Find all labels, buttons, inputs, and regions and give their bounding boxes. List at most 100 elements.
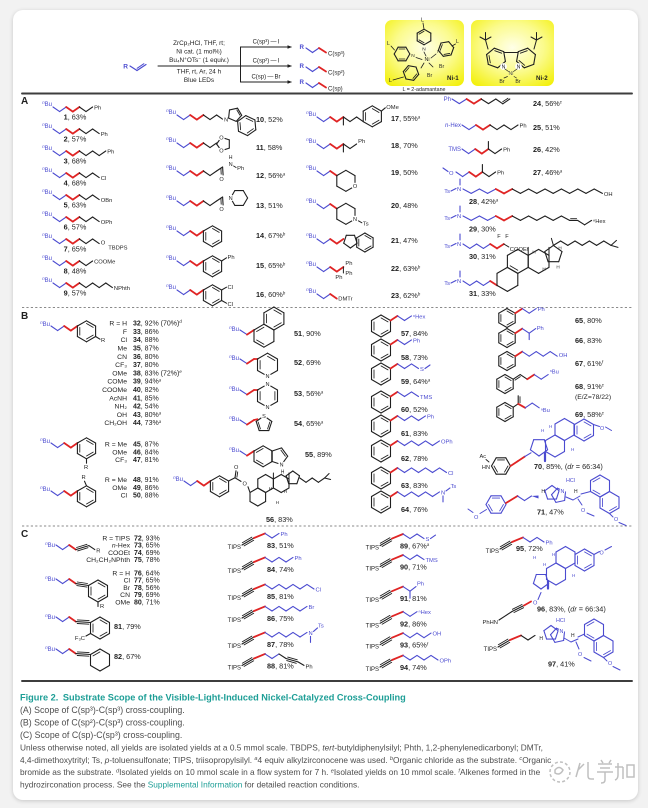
svg-text:O: O	[614, 517, 618, 523]
svg-text:6, 57%: 6, 57%	[64, 223, 87, 232]
svg-text:S: S	[420, 367, 424, 373]
svg-text:H: H	[269, 486, 272, 491]
svg-text:HN: HN	[482, 465, 490, 471]
svg-text:CN: CN	[117, 354, 127, 361]
svg-text:4, 68%: 4, 68%	[64, 179, 87, 188]
svg-text:nBu: nBu	[40, 485, 50, 493]
svg-text:C(sp³): C(sp³)	[328, 52, 345, 58]
svg-text:S: S	[426, 537, 430, 543]
svg-text:OH: OH	[117, 412, 127, 419]
svg-text:C(sp²): C(sp²)	[328, 71, 345, 77]
svg-text:78, 56%: 78, 56%	[134, 585, 160, 592]
svg-text:7, 65%: 7, 65%	[64, 245, 87, 254]
svg-text:C(sp) — Br: C(sp) — Br	[251, 75, 280, 81]
svg-text:N: N	[560, 629, 564, 635]
svg-text:nBu: nBu	[306, 287, 316, 295]
svg-text:TMS: TMS	[420, 395, 432, 401]
svg-text:H: H	[571, 447, 574, 452]
svg-text:nBu: nBu	[306, 164, 316, 172]
svg-text:CH₂CH₂NPhth: CH₂CH₂NPhth	[86, 557, 130, 564]
svg-text:H: H	[532, 249, 535, 254]
svg-text:O: O	[219, 135, 224, 141]
svg-text:N: N	[422, 47, 426, 53]
svg-text:43, 80%a​: 43, 80%a​	[133, 411, 162, 419]
svg-text:64, 76%: 64, 76%	[401, 505, 428, 514]
svg-text:N: N	[561, 489, 565, 495]
svg-text:N: N	[224, 118, 228, 124]
svg-text:nBu: nBu	[173, 475, 183, 483]
svg-text:OPh: OPh	[440, 659, 452, 665]
svg-text:54, 65%a​: 54, 65%a​	[294, 419, 324, 428]
svg-text:Ts: Ts	[444, 216, 450, 222]
svg-text:OMe: OMe	[112, 370, 127, 377]
svg-text:CH₂OH: CH₂OH	[104, 420, 127, 427]
svg-text:nBu: nBu	[42, 122, 52, 130]
svg-text:O: O	[600, 551, 604, 557]
svg-text:15, 65%b​: 15, 65%b​	[256, 261, 286, 270]
svg-text:24, 56%c​: 24, 56%c​	[533, 99, 563, 108]
svg-text:Ph: Ph	[444, 97, 451, 103]
svg-text:nBu: nBu	[42, 254, 52, 262]
svg-text:nBu: nBu	[306, 197, 316, 205]
svg-text:Br: Br	[439, 64, 444, 70]
svg-text:Ph: Ph	[281, 532, 288, 538]
svg-text:73, 65%: 73, 65%	[134, 543, 160, 550]
svg-text:31, 33%: 31, 33%	[469, 289, 496, 298]
svg-text:nBu: nBu	[229, 446, 239, 454]
svg-text:Cl: Cl	[101, 176, 106, 182]
svg-text:TIPS: TIPS	[228, 666, 241, 672]
svg-text:nBu: nBu	[306, 232, 316, 240]
svg-text:DMTr: DMTr	[338, 297, 352, 303]
svg-text:CF₃: CF₃	[115, 457, 127, 464]
svg-text:nBu: nBu	[42, 232, 52, 240]
svg-text:C(sp³) — I: C(sp³) — I	[253, 40, 280, 46]
svg-text:R: R	[300, 63, 305, 70]
svg-text:96, 83%, (dr = 66:34): 96, 83%, (dr = 66:34)	[537, 605, 606, 614]
svg-text:nBu: nBu	[42, 166, 52, 174]
svg-text:TIPS: TIPS	[228, 618, 241, 624]
svg-text:N: N	[229, 196, 233, 202]
svg-text:79, 69%: 79, 69%	[134, 592, 160, 599]
svg-text:Ph: Ph	[358, 139, 365, 145]
svg-text:48, 91%: 48, 91%	[133, 477, 159, 484]
svg-text:Ni: Ni	[424, 57, 429, 63]
svg-text:nBu: nBu	[45, 541, 55, 549]
svg-text:nBu: nBu	[229, 354, 239, 362]
svg-text:1, 63%: 1, 63%	[64, 113, 87, 122]
svg-text:nBu: nBu	[42, 188, 52, 196]
svg-text:R = H: R = H	[109, 321, 127, 328]
svg-text:Ph: Ph	[427, 414, 434, 420]
svg-text:80, 71%: 80, 71%	[134, 599, 160, 606]
svg-text:R: R	[100, 604, 104, 610]
svg-text:TIPS: TIPS	[366, 645, 379, 651]
svg-text:H: H	[229, 155, 233, 161]
svg-text:Ph: Ph	[503, 148, 510, 154]
svg-text:H: H	[543, 562, 546, 567]
svg-text:H: H	[558, 245, 561, 250]
svg-text:hydrozirconation process. See: hydrozirconation process. See the Supple…	[20, 779, 359, 789]
svg-text:63, 83%: 63, 83%	[401, 481, 428, 490]
svg-text:R: R	[123, 64, 128, 71]
svg-text:TMS: TMS	[426, 558, 438, 564]
svg-text:nBu: nBu	[42, 100, 52, 108]
svg-text:49, 86%: 49, 86%	[133, 485, 159, 492]
svg-text:30, 31%: 30, 31%	[469, 252, 496, 261]
svg-text:n-Hex: n-Hex	[445, 123, 461, 129]
svg-text:R: R	[300, 44, 305, 51]
svg-text:TIPS: TIPS	[366, 598, 379, 604]
svg-text:Br: Br	[309, 605, 315, 611]
svg-text:N: N	[411, 53, 415, 59]
svg-text:Br: Br	[499, 79, 504, 85]
svg-text:21, 47%: 21, 47%	[391, 236, 418, 245]
svg-text:nBu: nBu	[229, 415, 239, 423]
svg-text:L: L	[456, 39, 459, 45]
svg-text:n-Hex: n-Hex	[112, 543, 131, 550]
svg-text:N: N	[265, 405, 269, 411]
svg-text:4,4-dimethoxytrityl; Ts, p-tol: 4,4-dimethoxytrityl; Ts, p-toluensulfona…	[20, 755, 551, 765]
svg-text:81, 79%: 81, 79%	[114, 622, 141, 631]
svg-text:71, 47%: 71, 47%	[537, 508, 564, 517]
svg-text:OPh: OPh	[441, 439, 453, 445]
svg-text:nBu: nBu	[166, 254, 176, 262]
svg-text:Ph: Ph	[237, 166, 244, 172]
svg-text:N: N	[517, 65, 521, 71]
